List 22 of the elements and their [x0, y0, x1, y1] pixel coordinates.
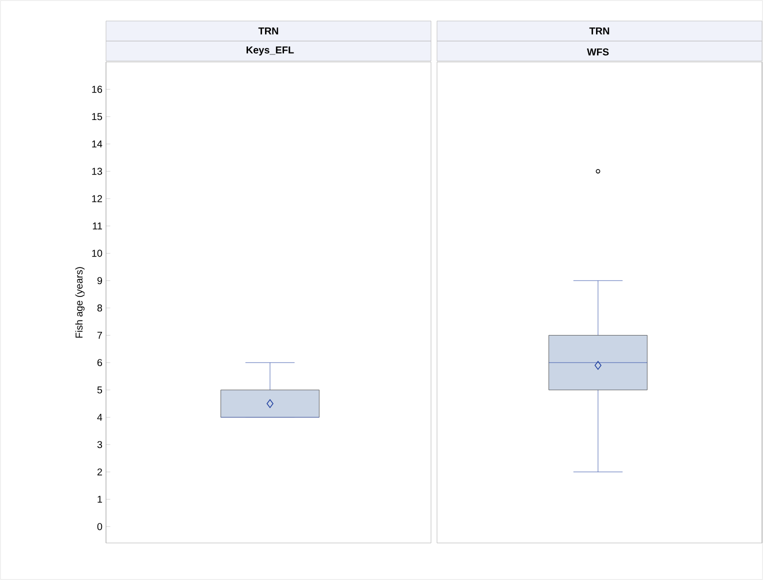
x-tick-label: WFS [586, 48, 609, 56]
y-tick-label: 7 [97, 332, 102, 339]
chart-title: TRN [589, 28, 610, 34]
y-tick-label: 6 [97, 359, 102, 366]
y-tick-label: 13 [92, 168, 102, 175]
y-tick-label: 1 [98, 496, 102, 503]
chart-title: TRN [258, 28, 278, 34]
y-tick-label: 12 [92, 195, 102, 202]
y-axis-title: Fish age (years) [75, 267, 85, 338]
y-tick-label: 2 [97, 468, 102, 476]
y-tick-label: 3 [97, 441, 102, 448]
y-tick-label: 8 [97, 304, 102, 312]
y-tick-label: 5 [97, 386, 102, 394]
y-tick-label: 11 [92, 222, 102, 230]
y-tick-label: 16 [92, 86, 102, 93]
y-tick-label: 9 [97, 277, 102, 284]
y-tick-label: 0 [97, 523, 102, 530]
x-tick-label: Keys_EFL [246, 46, 294, 56]
y-tick-label: 10 [92, 250, 102, 257]
y-tick-label: 15 [92, 113, 102, 120]
y-tick-label: 4 [97, 414, 102, 421]
y-tick-label: 14 [92, 140, 102, 148]
